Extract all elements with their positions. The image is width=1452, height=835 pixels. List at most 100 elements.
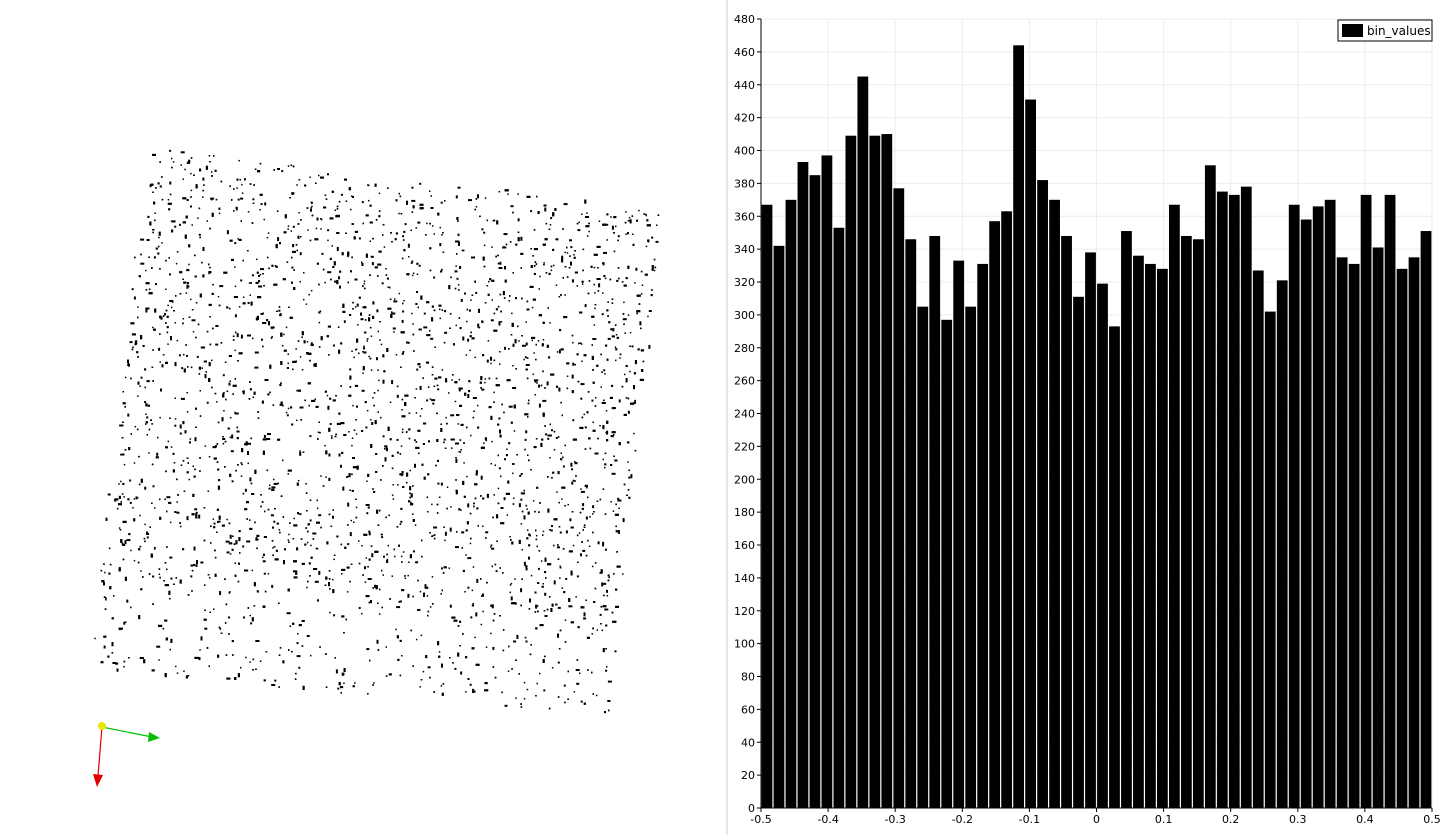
orientation-z-arrowhead bbox=[93, 774, 103, 787]
y-tick-label: 420 bbox=[734, 112, 755, 125]
orientation-x-axis bbox=[101, 726, 153, 738]
histogram-bar[interactable] bbox=[1348, 263, 1360, 808]
histogram-bar[interactable] bbox=[1145, 263, 1156, 808]
histogram-bar[interactable] bbox=[1121, 231, 1132, 808]
y-tick-label: 340 bbox=[734, 243, 755, 256]
histogram-bar[interactable] bbox=[1109, 326, 1120, 808]
orientation-x-arrowhead bbox=[148, 732, 160, 742]
x-tick-label: -0.3 bbox=[884, 813, 905, 826]
x-tick-label: 0.4 bbox=[1356, 813, 1374, 826]
orientation-z-axis bbox=[97, 726, 103, 777]
y-tick-label: 100 bbox=[734, 638, 755, 651]
histogram-bar[interactable] bbox=[1204, 165, 1216, 808]
x-axis-ticks: -0.5 -0.4 -0.3 -0.2 -0.1 0 0.1 0.2 0.3 0.4 0.5 bbox=[750, 808, 1441, 826]
histogram-bar[interactable] bbox=[929, 235, 941, 809]
histogram-bar[interactable] bbox=[953, 260, 965, 809]
x-tick-label: -0.4 bbox=[817, 813, 838, 826]
histogram-bar[interactable] bbox=[1312, 206, 1324, 808]
y-tick-label: 380 bbox=[734, 177, 755, 190]
histogram-bar[interactable] bbox=[1192, 239, 1204, 808]
histogram-bar[interactable] bbox=[845, 135, 857, 809]
histogram-bar[interactable] bbox=[1133, 255, 1144, 808]
orientation-y-axis-tip bbox=[98, 722, 106, 730]
histogram-bar[interactable] bbox=[1336, 257, 1348, 808]
histogram-bar[interactable] bbox=[833, 227, 845, 809]
histogram-bar[interactable] bbox=[905, 239, 917, 808]
histogram-bar[interactable] bbox=[941, 319, 953, 808]
legend-swatch bbox=[1342, 24, 1363, 37]
y-tick-label: 60 bbox=[741, 703, 755, 716]
histogram-bar[interactable] bbox=[1288, 204, 1300, 808]
x-tick-label: -0.1 bbox=[1019, 813, 1040, 826]
histogram-bar[interactable] bbox=[1264, 311, 1276, 808]
histogram-bar[interactable] bbox=[1061, 235, 1072, 809]
histogram-bar[interactable] bbox=[785, 199, 797, 808]
histogram-bar[interactable] bbox=[1300, 219, 1312, 809]
y-tick-label: 120 bbox=[734, 605, 755, 618]
histogram-bar[interactable] bbox=[821, 155, 833, 808]
orientation-axes-widget bbox=[93, 722, 160, 787]
y-tick-label: 160 bbox=[734, 539, 755, 552]
histogram-bar[interactable] bbox=[1073, 296, 1084, 808]
histogram-bar[interactable] bbox=[1240, 186, 1252, 809]
x-tick-label: 0.3 bbox=[1289, 813, 1307, 826]
histogram-bar[interactable] bbox=[797, 162, 809, 809]
histogram-bar[interactable] bbox=[1216, 191, 1228, 808]
histogram-bar[interactable] bbox=[1037, 180, 1048, 808]
histogram-bars bbox=[761, 45, 1432, 809]
histogram-bar[interactable] bbox=[1025, 99, 1036, 808]
histogram-bar[interactable] bbox=[1228, 194, 1240, 809]
histogram-bar[interactable] bbox=[1001, 211, 1013, 809]
y-tick-label: 300 bbox=[734, 309, 755, 322]
histogram-bar[interactable] bbox=[1420, 231, 1432, 808]
histogram-bar[interactable] bbox=[1252, 270, 1264, 808]
histogram-bar[interactable] bbox=[1360, 194, 1372, 809]
histogram-view[interactable]: 0 20 40 60 80 100 120 140 160 180 200 220 240 260 280 3… bbox=[728, 0, 1452, 835]
y-axis-ticks: 0 20 40 60 80 100 120 140 160 180 200 220 240 260 280 3… bbox=[734, 13, 761, 815]
histogram-bar[interactable] bbox=[1049, 199, 1060, 808]
histogram-bar[interactable] bbox=[1396, 268, 1408, 809]
x-tick-label: 0.1 bbox=[1155, 813, 1173, 826]
legend[interactable]: bin_values bbox=[1337, 19, 1433, 42]
histogram-bar[interactable] bbox=[965, 306, 977, 808]
histogram-bar[interactable] bbox=[1013, 45, 1025, 809]
histogram-bar[interactable] bbox=[869, 135, 881, 809]
3d-render-view[interactable] bbox=[0, 0, 726, 835]
y-tick-label: 0 bbox=[748, 802, 755, 815]
histogram-bar[interactable] bbox=[1180, 235, 1192, 809]
histogram-bar[interactable] bbox=[989, 221, 1001, 808]
x-tick-label: -0.2 bbox=[952, 813, 973, 826]
histogram-bar[interactable] bbox=[857, 76, 869, 808]
histogram-bar[interactable] bbox=[1157, 268, 1168, 809]
y-tick-label: 280 bbox=[734, 342, 755, 355]
histogram-bar[interactable] bbox=[1324, 199, 1336, 808]
histogram-bar[interactable] bbox=[977, 263, 989, 808]
x-tick-label: 0.5 bbox=[1423, 813, 1441, 826]
x-tick-label: -0.5 bbox=[750, 813, 771, 826]
x-tick-label: 0.2 bbox=[1222, 813, 1240, 826]
histogram-bar[interactable] bbox=[1085, 252, 1096, 809]
y-tick-label: 320 bbox=[734, 276, 755, 289]
y-tick-label: 260 bbox=[734, 375, 755, 388]
view-divider[interactable] bbox=[726, 0, 728, 835]
histogram-bar[interactable] bbox=[761, 204, 773, 808]
y-tick-label: 40 bbox=[741, 736, 755, 749]
y-tick-label: 360 bbox=[734, 210, 755, 223]
y-tick-label: 140 bbox=[734, 572, 755, 585]
histogram-bar[interactable] bbox=[809, 175, 821, 808]
histogram-bar[interactable] bbox=[1372, 247, 1384, 808]
histogram-bar[interactable] bbox=[893, 188, 905, 808]
histogram-bar[interactable] bbox=[1276, 280, 1288, 808]
histogram-bar[interactable] bbox=[881, 134, 893, 808]
histogram-bar[interactable] bbox=[1097, 283, 1108, 808]
histogram-bar[interactable] bbox=[773, 245, 785, 808]
histogram-bar[interactable] bbox=[1408, 257, 1420, 808]
histogram-bar[interactable] bbox=[1168, 204, 1180, 808]
y-tick-label: 460 bbox=[734, 46, 755, 59]
y-tick-label: 400 bbox=[734, 145, 755, 158]
y-tick-label: 20 bbox=[741, 769, 755, 782]
point-cloud bbox=[94, 149, 660, 714]
histogram-bar[interactable] bbox=[1384, 194, 1396, 809]
point-cloud-particles bbox=[94, 149, 660, 714]
histogram-bar[interactable] bbox=[917, 306, 929, 808]
